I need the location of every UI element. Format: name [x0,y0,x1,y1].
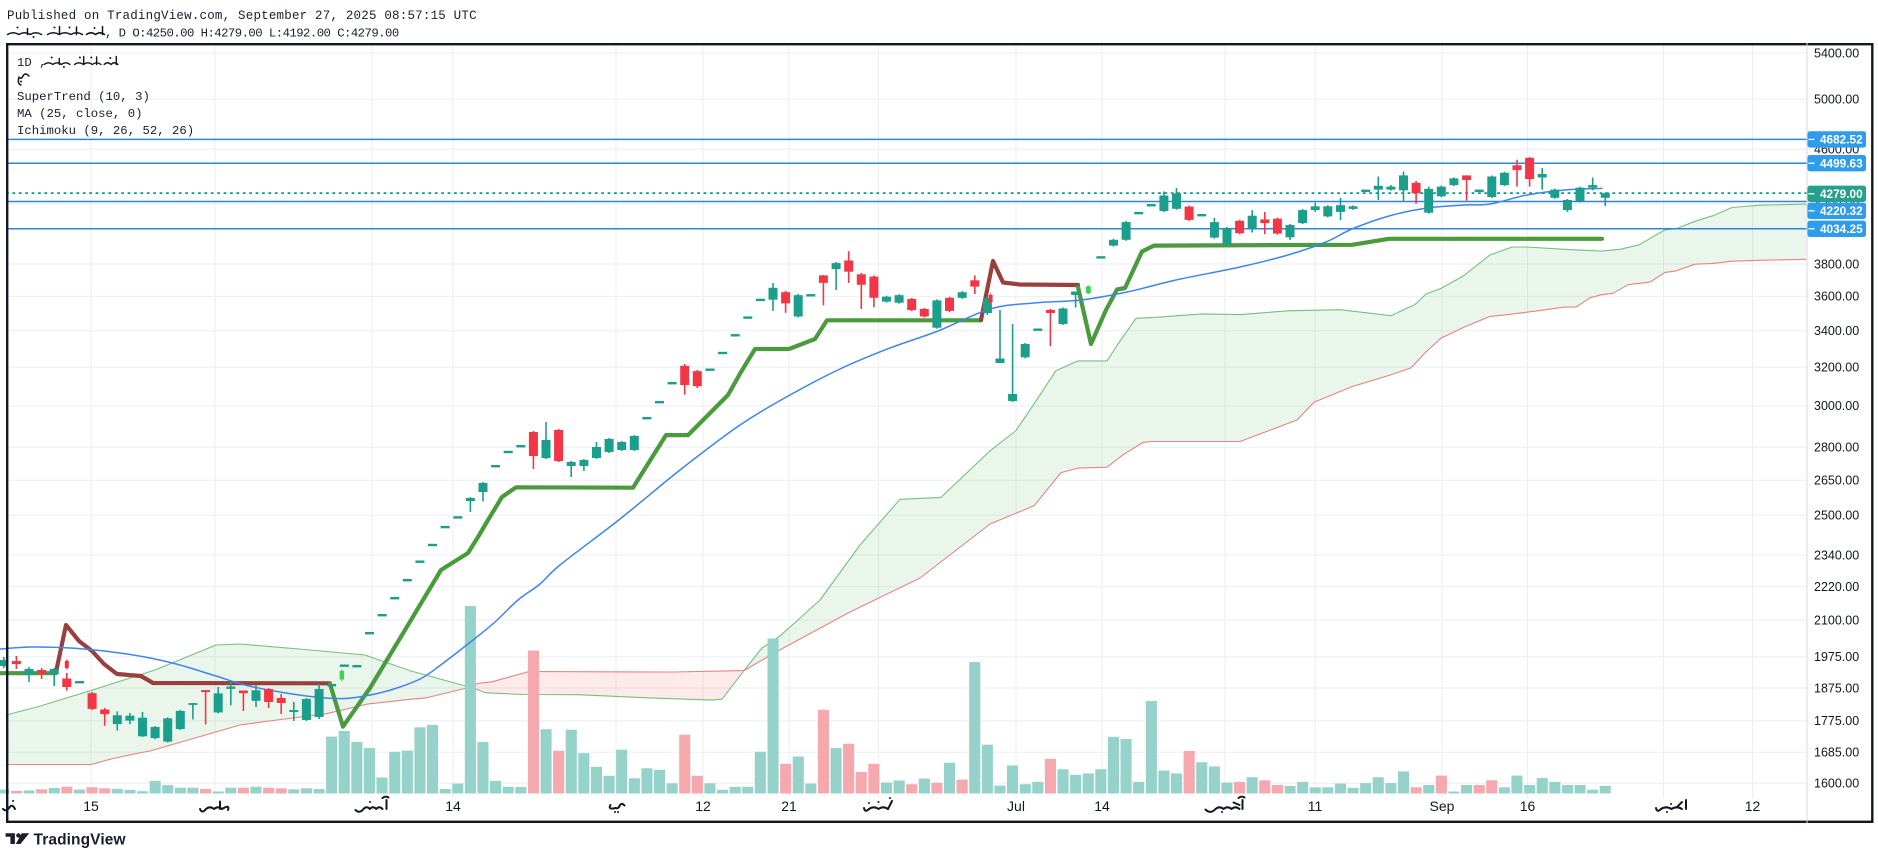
svg-text:3800.00: 3800.00 [1814,257,1859,271]
svg-text:TradingView: TradingView [34,831,127,848]
svg-text:, D O:4250.00 H:4279.00 L:4192: , D O:4250.00 H:4279.00 L:4192.00 C:4279… [105,27,399,41]
svg-text:3000.00: 3000.00 [1814,399,1859,413]
svg-text:14: 14 [445,798,461,814]
svg-text:2650.00: 2650.00 [1814,474,1859,488]
svg-text:2340.00: 2340.00 [1814,548,1859,562]
svg-text:4034.25: 4034.25 [1820,222,1863,236]
svg-text:15: 15 [83,798,99,814]
svg-text:2100.00: 2100.00 [1814,613,1859,627]
svg-text:4682.52: 4682.52 [1820,133,1863,147]
svg-text:11: 11 [1308,798,1323,814]
svg-text:SuperTrend (10, 3): SuperTrend (10, 3) [17,90,150,104]
svg-text:5400.00: 5400.00 [1814,46,1859,60]
svg-text:4499.63: 4499.63 [1820,156,1863,170]
svg-text:Published on TradingView.com,: Published on TradingView.com, September … [7,9,477,23]
svg-text:4220.32: 4220.32 [1820,204,1863,218]
svg-text:Jul: Jul [1007,798,1025,814]
svg-text:1600.00: 1600.00 [1814,777,1859,791]
svg-text:1685.00: 1685.00 [1814,746,1859,760]
svg-text:2220.00: 2220.00 [1814,580,1859,594]
svg-text:2500.00: 2500.00 [1814,509,1859,523]
svg-text:14: 14 [1094,798,1110,814]
svg-text:4279.00: 4279.00 [1820,187,1863,201]
svg-text:3600.00: 3600.00 [1814,290,1859,304]
svg-text:16: 16 [1520,798,1536,814]
svg-text:1975.00: 1975.00 [1814,650,1859,664]
svg-text:3400.00: 3400.00 [1814,324,1859,338]
svg-text:Ichimoku (9, 26, 52, 26): Ichimoku (9, 26, 52, 26) [17,124,194,138]
svg-text:5000.00: 5000.00 [1814,93,1859,107]
svg-text:2800.00: 2800.00 [1814,441,1859,455]
svg-text:12: 12 [1745,798,1761,814]
svg-text:3200.00: 3200.00 [1814,360,1859,374]
svg-text:1D ,: 1D , [17,56,47,70]
svg-text:12: 12 [695,798,711,814]
svg-text:Sep: Sep [1430,798,1455,814]
svg-text:1875.00: 1875.00 [1814,681,1859,695]
svg-text:21: 21 [781,798,797,814]
svg-text:1775.00: 1775.00 [1814,714,1859,728]
svg-text:MA (25, close, 0): MA (25, close, 0) [17,107,142,121]
